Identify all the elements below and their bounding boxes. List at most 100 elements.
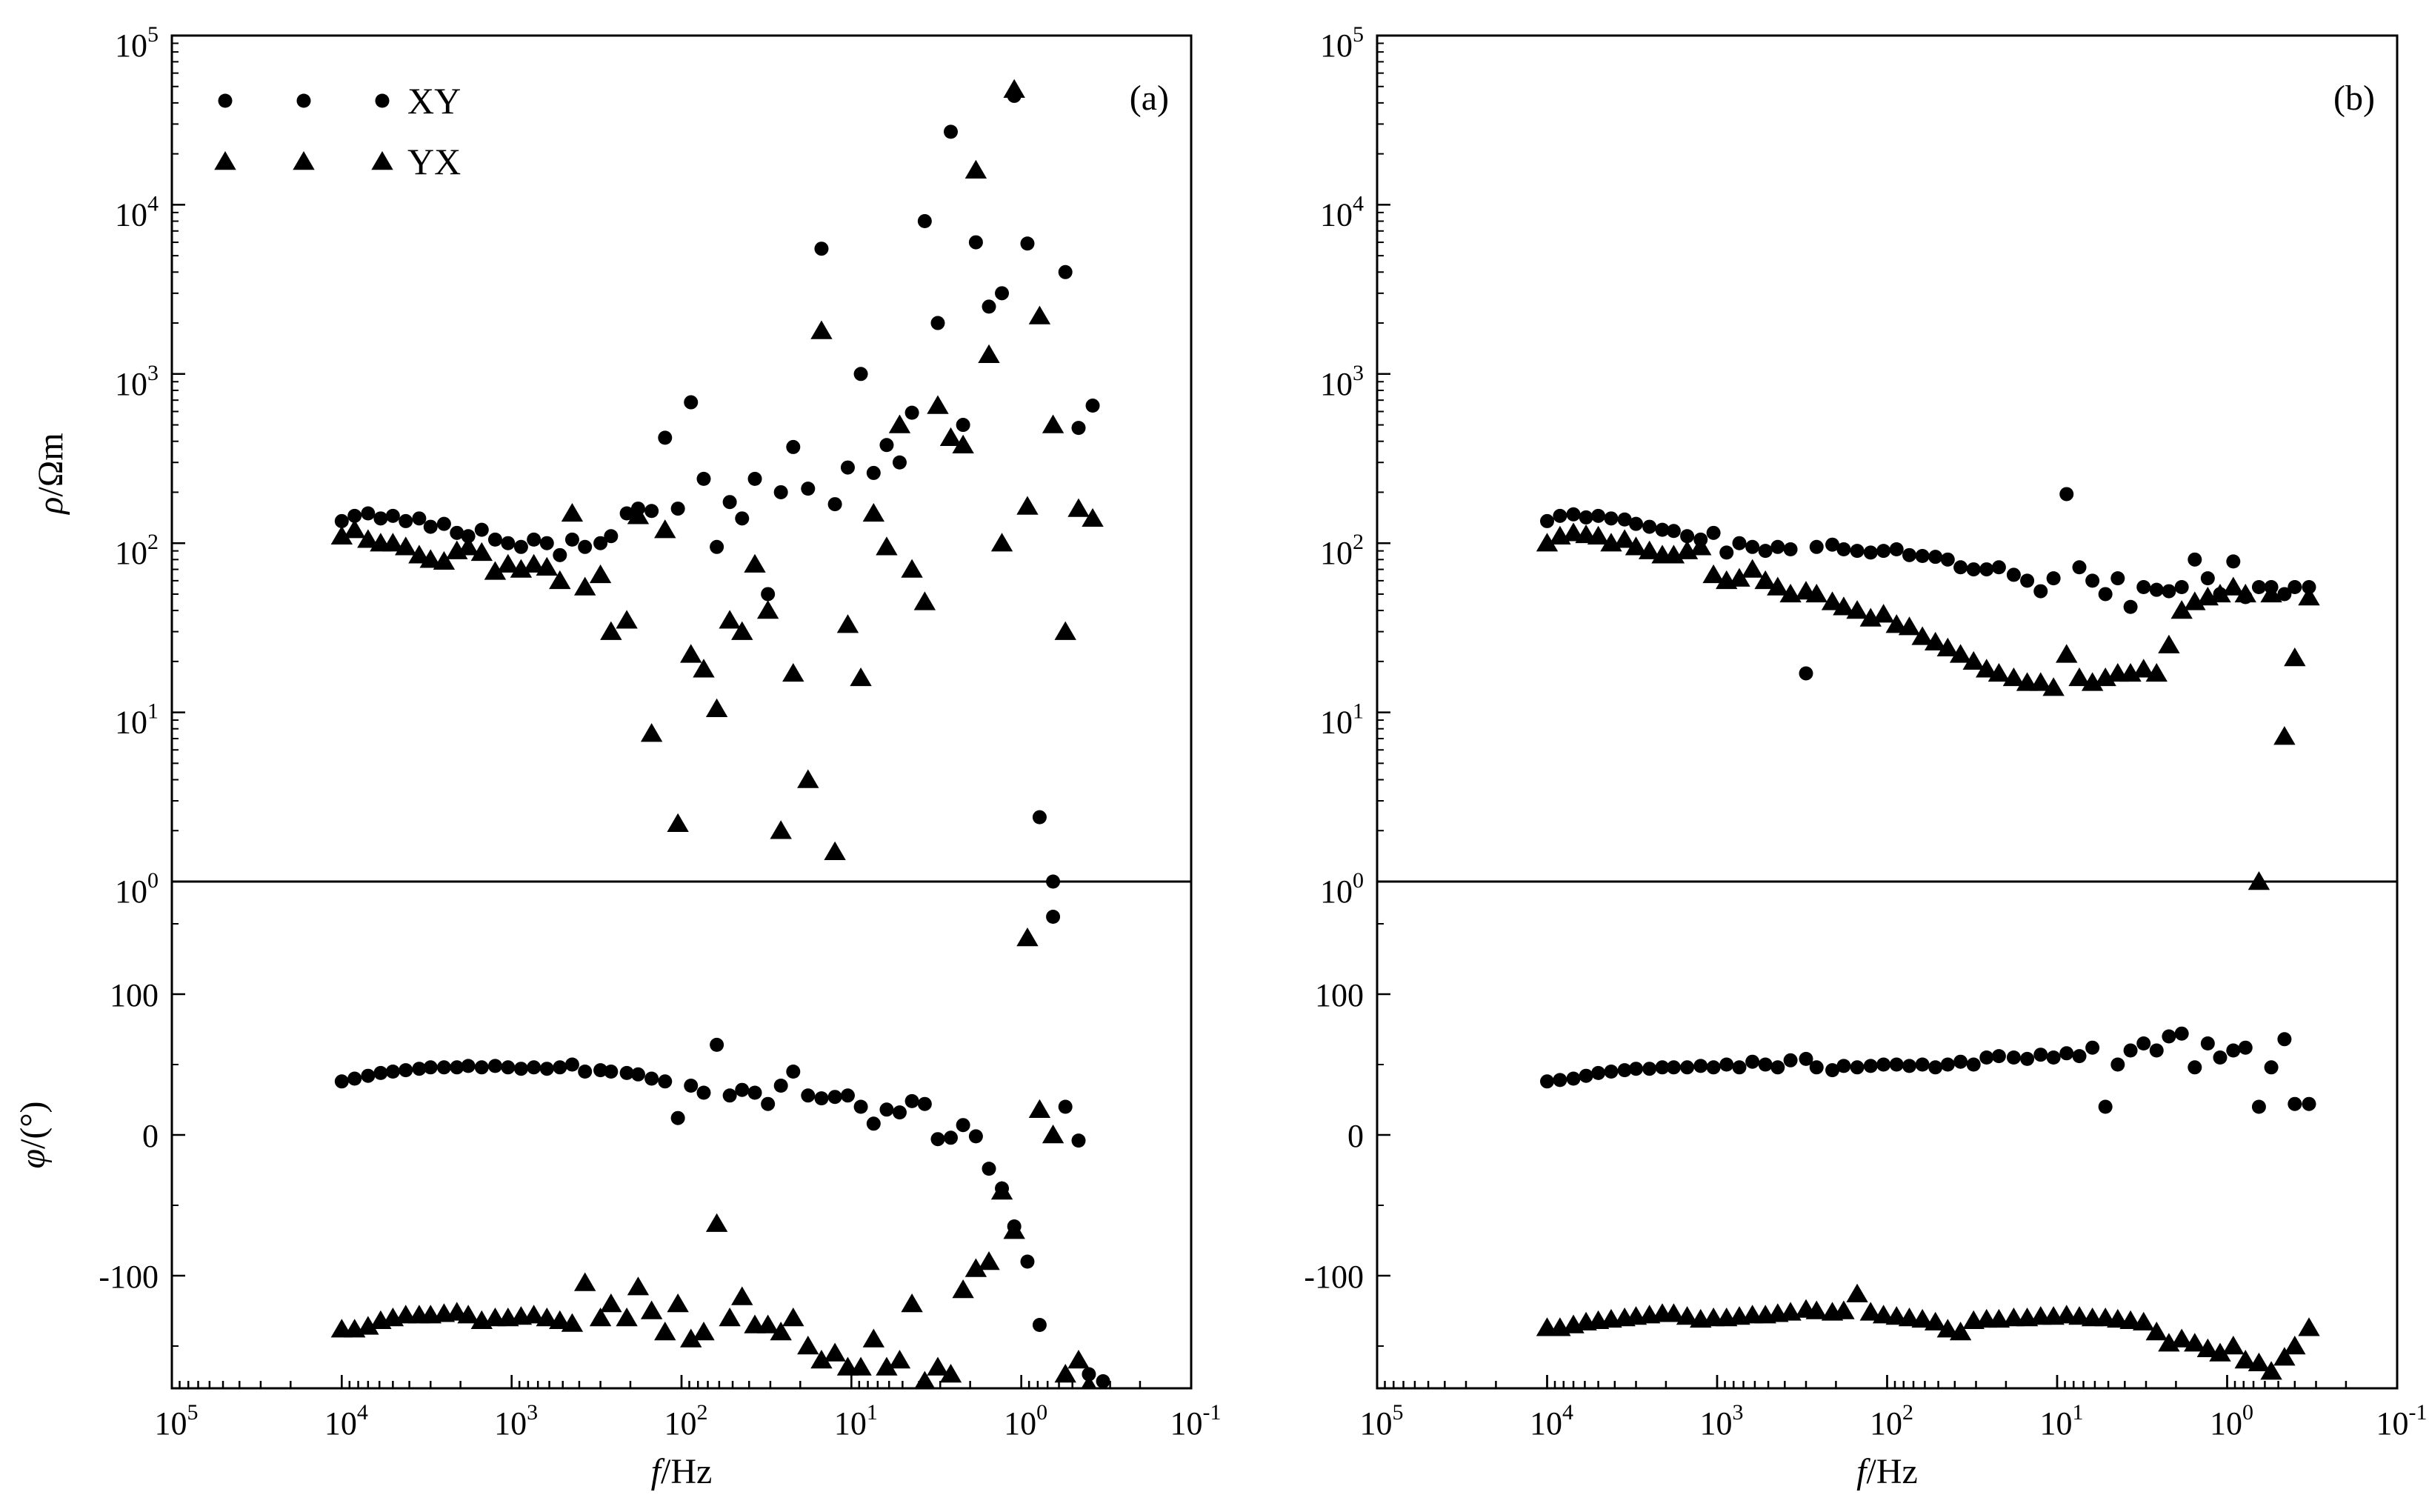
x-tick-label-exp: 2 — [1902, 1400, 1913, 1425]
phi-point-yx — [600, 1293, 622, 1313]
legend-label-xy: XY — [407, 80, 461, 121]
phi-point-yx — [964, 1258, 987, 1277]
phi-point-yx — [901, 1293, 923, 1313]
phi-y-tick-label: 100 — [1315, 977, 1364, 1013]
phi-point-xy — [801, 1088, 816, 1103]
phi-point-yx — [797, 1336, 819, 1355]
rho-point-xy — [1020, 236, 1035, 251]
rho-y-axis-title: ρ/Ωm — [31, 433, 70, 515]
phi-point-xy — [361, 1068, 376, 1083]
rho-point-yx — [1067, 498, 1090, 517]
phi-point-yx — [782, 1308, 804, 1327]
x-tick-label: 101 — [2040, 1400, 2084, 1442]
rho-y-tick-label: 103 — [1320, 361, 1364, 402]
phi-point-xy — [644, 1071, 659, 1086]
phi-point-yx — [522, 1305, 545, 1324]
x-tick-label-exp: 3 — [1733, 1400, 1744, 1425]
phi-point-xy — [2238, 1040, 2253, 1055]
rho-point-xy — [1758, 544, 1773, 559]
rho-point-xy — [2059, 487, 2074, 502]
rho-y-tick-label-base: 10 — [1320, 535, 1353, 571]
phi-point-xy — [399, 1063, 413, 1078]
rho-point-xy — [670, 502, 685, 516]
rho-point-xy — [2277, 587, 2292, 602]
phi-point-xy — [827, 1090, 842, 1105]
rho-point-yx — [770, 820, 792, 839]
legend-marker-xy — [218, 93, 233, 108]
x-tick-label: 103 — [494, 1400, 538, 1442]
rho-point-yx — [756, 600, 779, 619]
rho-y-tick-label-exp: 0 — [147, 868, 159, 893]
phi-point-yx — [549, 1310, 571, 1329]
rho-point-xy — [773, 484, 788, 499]
phi-point-yx — [357, 1316, 379, 1335]
rho-y-tick-label-base: 10 — [115, 196, 147, 233]
phi-point-xy — [2006, 1050, 2021, 1065]
phi-point-yx — [914, 1371, 936, 1388]
phi-point-xy — [1836, 1059, 1851, 1073]
phi-point-xy — [2046, 1050, 2061, 1065]
phi-point-yx — [850, 1356, 872, 1376]
rho-point-xy — [786, 439, 801, 454]
phi-point-yx — [573, 1272, 596, 1291]
rho-point-xy — [1629, 516, 1644, 531]
x-tick-label: 103 — [1700, 1400, 1744, 1442]
rho-point-xy — [461, 529, 476, 544]
phi-point-yx — [810, 1350, 833, 1369]
legend-marker-xy — [375, 93, 390, 108]
rho-point-xy — [710, 539, 724, 554]
rho-point-yx — [705, 698, 728, 717]
phi-y-axis-title: φ/(°) — [13, 1101, 53, 1168]
x-tick-label: 102 — [664, 1400, 708, 1442]
phi-point-yx — [1833, 1300, 1855, 1319]
rho-point-xy — [1642, 519, 1657, 534]
phi-point-yx — [654, 1322, 676, 1341]
phi-point-xy — [1666, 1060, 1681, 1075]
rho-point-yx — [1741, 559, 1764, 578]
phi-point-yx — [1805, 1300, 1827, 1319]
phi-point-xy — [2098, 1099, 2113, 1114]
phi-point-yx — [680, 1328, 702, 1348]
rho-point-xy — [487, 532, 502, 547]
rho-point-yx — [536, 556, 558, 576]
rho-point-yx — [1911, 626, 1933, 645]
x-tick-label-base: 10 — [155, 1405, 187, 1442]
rho-point-yx — [2234, 583, 2256, 603]
phi-point-xy — [604, 1065, 619, 1079]
rho-point-xy — [2085, 573, 2100, 588]
rho-point-xy — [879, 438, 894, 453]
phi-point-xy — [1629, 1062, 1644, 1076]
rho-point-yx — [600, 621, 622, 640]
phi-point-yx — [2273, 1347, 2296, 1366]
rho-y-tick-label: 105 — [115, 22, 159, 64]
x-tick-label-base: 10 — [1700, 1405, 1733, 1442]
rho-point-yx — [1562, 522, 1585, 542]
phi-point-xy — [917, 1096, 932, 1111]
rho-point-xy — [2123, 599, 2138, 614]
phi-point-xy — [1604, 1065, 1619, 1079]
rho-series-xy — [334, 88, 1100, 889]
rho-y-tick-label-base: 10 — [115, 535, 147, 571]
phi-point-xy — [2020, 1051, 2035, 1066]
rho-point-xy — [892, 455, 907, 470]
phi-point-xy — [1642, 1062, 1657, 1076]
x-tick-label-exp: 5 — [187, 1400, 199, 1425]
rho-point-yx — [797, 769, 819, 788]
phi-y-tick-label: 0 — [1347, 1118, 1364, 1154]
rho-point-xy — [1799, 666, 1813, 681]
x-axis-title-unit: /Hz — [661, 1452, 712, 1491]
rho-point-xy — [930, 316, 945, 330]
phi-point-yx — [1987, 1308, 2010, 1328]
x-tick-label: 10-1 — [1170, 1400, 1222, 1442]
x-tick-label-base: 10 — [1170, 1405, 1203, 1442]
phi-point-yx — [2260, 1361, 2282, 1380]
phi-point-yx — [719, 1308, 741, 1327]
phi-point-xy — [2149, 1043, 2164, 1058]
rho-point-yx — [497, 553, 519, 573]
rho-point-xy — [1876, 544, 1891, 559]
phi-y-tick-label: 0 — [142, 1118, 159, 1154]
rho-point-xy — [450, 525, 464, 540]
legend-marker-yx — [371, 151, 393, 170]
phi-point-yx — [2184, 1333, 2206, 1352]
